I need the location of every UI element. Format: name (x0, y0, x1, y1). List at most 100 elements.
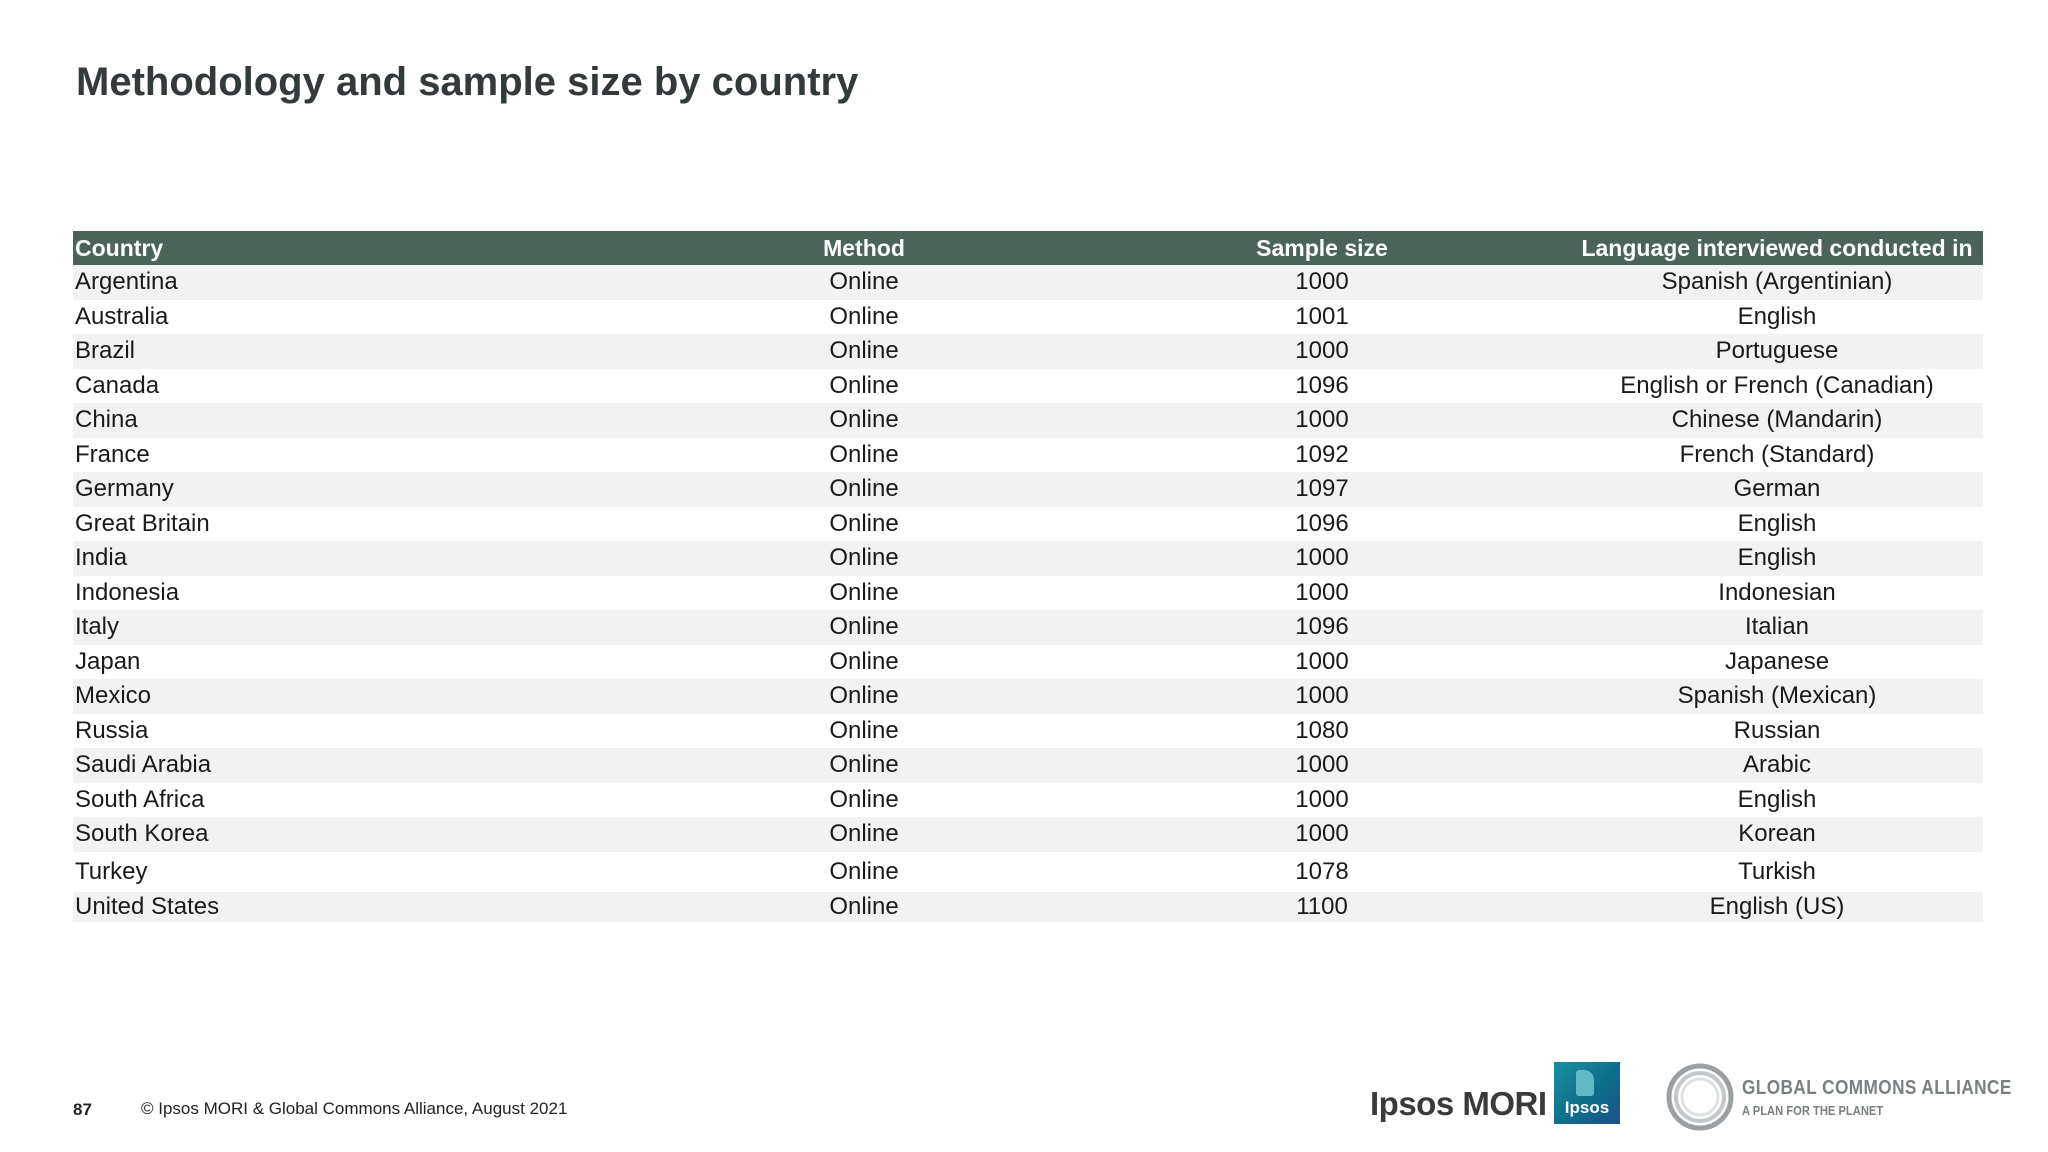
cell-method: Online (655, 575, 1073, 610)
cell-method: Online (655, 472, 1073, 507)
table-row: Germany Online 1097 German (73, 472, 1983, 507)
cell-country: United States (73, 891, 655, 922)
cell-method: Online (655, 610, 1073, 645)
cell-method: Online (655, 748, 1073, 783)
global-commons-ring-icon (1666, 1063, 1734, 1131)
cell-sample-size: 1000 (1073, 644, 1571, 679)
table-row: Great Britain Online 1096 English (73, 506, 1983, 541)
cell-language: English or French (Canadian) (1571, 368, 1983, 403)
table-row: Indonesia Online 1000 Indonesian (73, 575, 1983, 610)
gca-logo-tagline: A PLAN FOR THE PLANET (1742, 1103, 1884, 1118)
gca-logo-title: GLOBAL COMMONS ALLIANCE (1742, 1077, 2012, 1099)
cell-language: Korean (1571, 817, 1983, 852)
cell-method: Online (655, 403, 1073, 438)
table-row: Turkey Online 1078 Turkish (73, 851, 1983, 892)
copyright-notice: © Ipsos MORI & Global Commons Alliance, … (141, 1099, 568, 1118)
table-row: India Online 1000 English (73, 541, 1983, 576)
cell-method: Online (655, 817, 1073, 852)
cell-country: France (73, 437, 655, 472)
cell-country: Great Britain (73, 506, 655, 541)
cell-method: Online (655, 437, 1073, 472)
ipsos-badge-logo: Ipsos (1554, 1062, 1620, 1124)
cell-method: Online (655, 368, 1073, 403)
cell-sample-size: 1000 (1073, 403, 1571, 438)
table-body: Argentina Online 1000 Spanish (Argentinian)… (73, 265, 1983, 922)
cell-language: English (1571, 541, 1983, 576)
cell-sample-size: 1092 (1073, 437, 1571, 472)
cell-language: Arabic (1571, 748, 1983, 783)
table-row: South Africa Online 1000 English (73, 782, 1983, 817)
cell-sample-size: 1078 (1073, 851, 1571, 892)
cell-sample-size: 1000 (1073, 334, 1571, 369)
cell-language: Italian (1571, 610, 1983, 645)
cell-method: Online (655, 506, 1073, 541)
cell-language: English (US) (1571, 891, 1983, 922)
cell-sample-size: 1000 (1073, 782, 1571, 817)
cell-language: Japanese (1571, 644, 1983, 679)
table-row: South Korea Online 1000 Korean (73, 817, 1983, 852)
cell-sample-size: 1000 (1073, 265, 1571, 300)
table-row: United States Online 1100 English (US) (73, 891, 1983, 922)
methodology-table: Country Method Sample size Language inte… (73, 231, 1983, 922)
table-row: France Online 1092 French (Standard) (73, 437, 1983, 472)
header-method: Method (655, 231, 1073, 265)
cell-country: Germany (73, 472, 655, 507)
cell-language: English (1571, 782, 1983, 817)
ipsos-badge-text: Ipsos (1564, 1098, 1610, 1117)
header-language: Language interviewed conducted in (1571, 231, 1983, 265)
page-title: Methodology and sample size by country (76, 60, 859, 104)
cell-language: English (1571, 299, 1983, 334)
cell-method: Online (655, 782, 1073, 817)
cell-language: Indonesian (1571, 575, 1983, 610)
cell-country: Brazil (73, 334, 655, 369)
cell-country: Indonesia (73, 575, 655, 610)
cell-method: Online (655, 851, 1073, 892)
cell-sample-size: 1000 (1073, 679, 1571, 714)
cell-country: South Africa (73, 782, 655, 817)
cell-method: Online (655, 644, 1073, 679)
cell-language: Spanish (Argentinian) (1571, 265, 1983, 300)
cell-method: Online (655, 541, 1073, 576)
table-row: Canada Online 1096 English or French (Canad… (73, 368, 1983, 403)
cell-sample-size: 1000 (1073, 817, 1571, 852)
table-row: Japan Online 1000 Japanese (73, 644, 1983, 679)
cell-sample-size: 1001 (1073, 299, 1571, 334)
cell-language: Portuguese (1571, 334, 1983, 369)
cell-sample-size: 1100 (1073, 891, 1571, 922)
cell-language: English (1571, 506, 1983, 541)
cell-language: German (1571, 472, 1983, 507)
cell-language: Russian (1571, 713, 1983, 748)
cell-language: Chinese (Mandarin) (1571, 403, 1983, 438)
cell-sample-size: 1080 (1073, 713, 1571, 748)
cell-country: Russia (73, 713, 655, 748)
cell-language: French (Standard) (1571, 437, 1983, 472)
table-row: Australia Online 1001 English (73, 299, 1983, 334)
table-row: Brazil Online 1000 Portuguese (73, 334, 1983, 369)
ipsos-mori-logo: Ipsos MORI (1370, 1085, 1547, 1122)
table-header-row: Country Method Sample size Language inte… (73, 231, 1983, 265)
cell-method: Online (655, 265, 1073, 300)
table-row: China Online 1000 Chinese (Mandarin) (73, 403, 1983, 438)
header-country: Country (73, 231, 655, 265)
cell-method: Online (655, 334, 1073, 369)
cell-method: Online (655, 713, 1073, 748)
cell-country: India (73, 541, 655, 576)
table-row: Mexico Online 1000 Spanish (Mexican) (73, 679, 1983, 714)
cell-country: Saudi Arabia (73, 748, 655, 783)
cell-country: Argentina (73, 265, 655, 300)
table-row: Italy Online 1096 Italian (73, 610, 1983, 645)
cell-country: South Korea (73, 817, 655, 852)
cell-country: Japan (73, 644, 655, 679)
cell-sample-size: 1096 (1073, 368, 1571, 403)
cell-country: Australia (73, 299, 655, 334)
table-row: Russia Online 1080 Russian (73, 713, 1983, 748)
cell-country: China (73, 403, 655, 438)
cell-sample-size: 1000 (1073, 748, 1571, 783)
cell-language: Turkish (1571, 851, 1983, 892)
cell-sample-size: 1097 (1073, 472, 1571, 507)
cell-sample-size: 1000 (1073, 541, 1571, 576)
table-row: Saudi Arabia Online 1000 Arabic (73, 748, 1983, 783)
cell-country: Turkey (73, 851, 655, 892)
cell-country: Canada (73, 368, 655, 403)
cell-sample-size: 1096 (1073, 610, 1571, 645)
